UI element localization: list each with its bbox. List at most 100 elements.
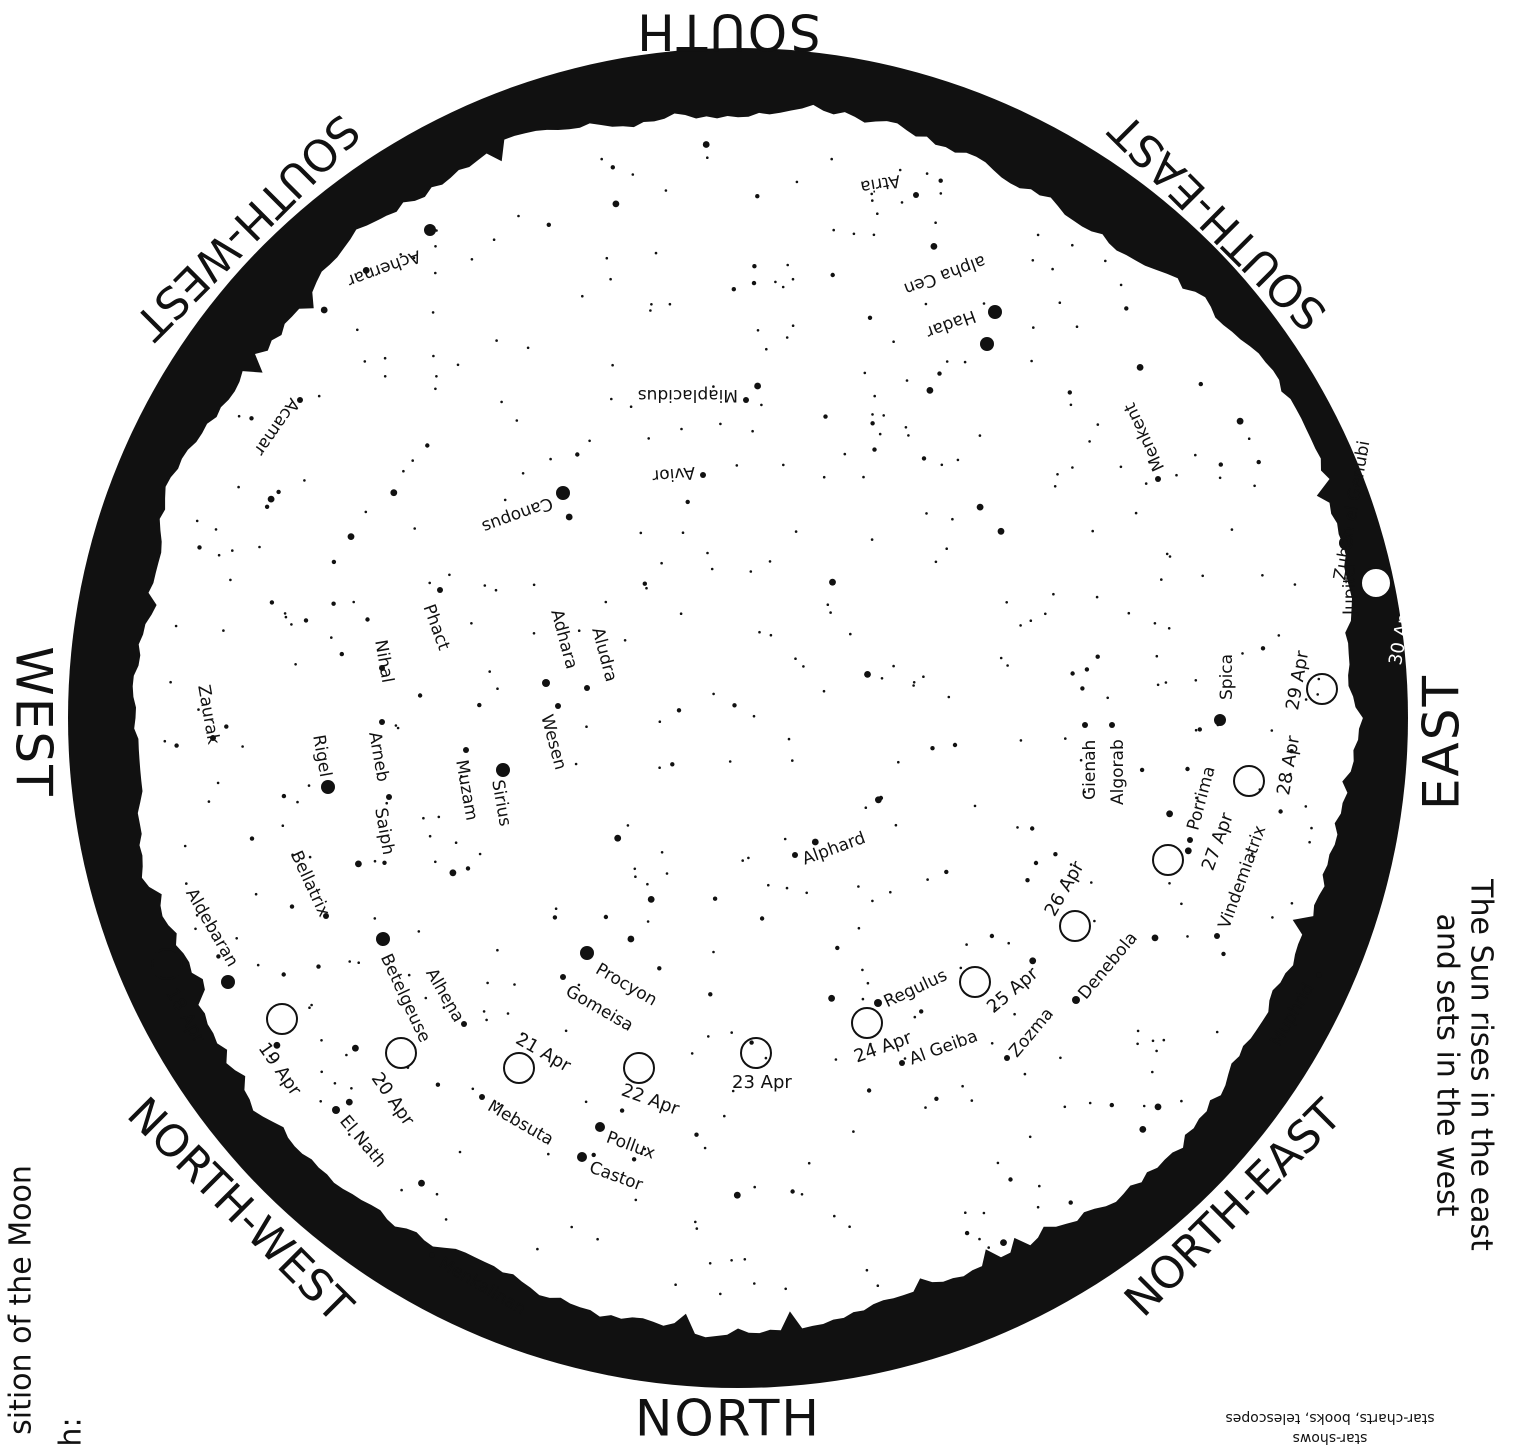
field-star	[645, 586, 648, 590]
field-star	[708, 1262, 712, 1265]
star-pollux	[595, 1122, 605, 1132]
field-star	[603, 914, 609, 920]
field-star	[646, 920, 650, 923]
field-star	[348, 960, 352, 963]
field-star	[870, 421, 875, 426]
field-star	[640, 1152, 643, 1155]
field-star	[1261, 574, 1264, 577]
field-star	[665, 470, 669, 474]
field-star	[987, 1246, 990, 1249]
field-star	[521, 472, 525, 475]
star-spica	[1214, 714, 1226, 726]
field-star	[665, 872, 669, 875]
field-star	[822, 689, 826, 693]
field-star	[830, 157, 833, 161]
field-star	[294, 663, 297, 666]
star-regulus	[874, 999, 882, 1007]
field-star	[526, 346, 530, 350]
field-star	[1151, 934, 1159, 942]
field-star	[1119, 283, 1123, 287]
field-star	[650, 303, 653, 306]
field-star	[1156, 683, 1160, 687]
field-star	[835, 945, 840, 951]
field-star	[921, 456, 927, 461]
field-star	[320, 1039, 323, 1042]
field-star	[1088, 440, 1091, 443]
field-star	[660, 561, 663, 565]
field-star	[702, 141, 710, 148]
field-star	[269, 600, 275, 605]
field-star	[922, 675, 925, 678]
field-star	[754, 382, 761, 390]
field-star	[1019, 739, 1023, 742]
field-star	[303, 618, 309, 623]
field-star	[435, 375, 438, 378]
field-star	[905, 379, 909, 382]
field-star	[964, 1211, 967, 1214]
field-star	[317, 394, 321, 398]
star-hadar	[980, 337, 994, 351]
field-star	[629, 405, 633, 409]
field-star	[925, 512, 928, 515]
field-star	[790, 1189, 795, 1194]
field-star	[833, 1214, 836, 1218]
field-star	[552, 915, 558, 920]
field-star	[964, 1230, 970, 1236]
field-star	[784, 1287, 787, 1291]
field-star	[924, 1106, 927, 1109]
field-star	[1071, 466, 1074, 469]
field-star	[611, 363, 614, 367]
field-star	[319, 1100, 323, 1103]
field-star	[424, 996, 428, 1000]
field-star	[783, 837, 787, 841]
field-star	[431, 311, 435, 314]
field-star	[1030, 359, 1033, 363]
field-star	[1162, 1038, 1166, 1042]
field-star	[759, 916, 765, 921]
field-star	[331, 601, 336, 606]
field-star	[882, 414, 885, 417]
field-star	[207, 800, 211, 803]
field-star	[264, 504, 270, 509]
star-saiph	[386, 794, 392, 800]
field-star	[1028, 1135, 1032, 1139]
field-star	[760, 403, 763, 407]
star-label-spica: Spica	[1217, 654, 1237, 700]
field-star	[1139, 1126, 1147, 1133]
field-star	[706, 551, 709, 555]
field-star	[898, 168, 902, 172]
field-star	[791, 324, 795, 328]
field-star	[222, 629, 225, 632]
field-star	[291, 853, 294, 857]
field-star	[448, 573, 451, 577]
field-star	[1075, 325, 1079, 329]
field-star	[1079, 758, 1083, 762]
field-star	[612, 200, 620, 208]
field-star	[434, 387, 437, 391]
moon-position	[1306, 673, 1338, 705]
star-vindemiatrix	[1214, 933, 1220, 939]
field-star	[383, 375, 387, 378]
field-star	[735, 464, 739, 467]
star-adhara	[542, 679, 550, 687]
field-star	[281, 824, 285, 827]
field-star	[399, 253, 403, 256]
field-star	[1036, 233, 1040, 237]
field-star	[1277, 634, 1281, 637]
field-star	[546, 222, 551, 227]
field-star	[1154, 1103, 1162, 1111]
field-star	[163, 739, 167, 743]
star-rigel	[321, 780, 335, 794]
field-star	[385, 801, 389, 805]
star-atria	[913, 192, 919, 198]
field-star	[1069, 863, 1073, 866]
field-star	[730, 1259, 733, 1262]
field-star	[892, 664, 895, 668]
field-star	[805, 891, 808, 895]
field-star	[1058, 301, 1062, 305]
field-star	[458, 1150, 462, 1154]
field-star	[664, 189, 668, 192]
field-star	[880, 677, 884, 680]
field-star	[610, 165, 615, 170]
field-star	[978, 1237, 981, 1241]
